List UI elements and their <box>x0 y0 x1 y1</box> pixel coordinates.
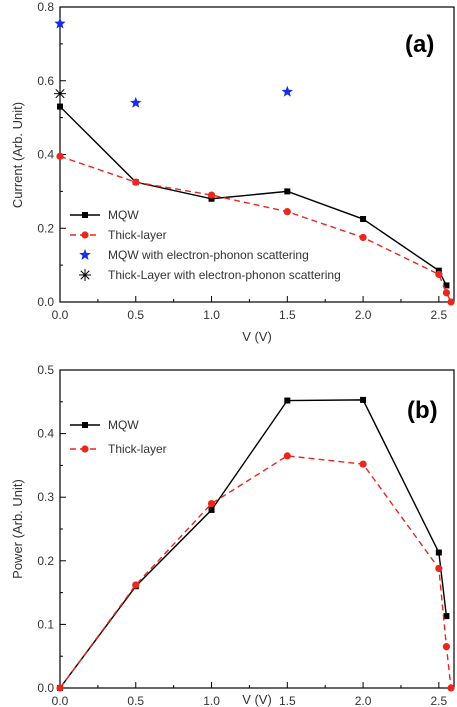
data-point <box>359 233 367 242</box>
data-point <box>281 85 294 97</box>
series-mqw <box>57 396 450 691</box>
panel-a: 0.0 0.5 1.0 1.5 2.0 2.5 0.0 0.2 0.4 0.6 0.8 MQW Thi… <box>10 0 455 344</box>
x-tick-label: 1.0 <box>203 694 220 707</box>
legend-item: MQW with electron-phonon scattering <box>79 248 309 262</box>
data-point <box>81 445 89 453</box>
legend-label: MQW <box>108 208 139 222</box>
x-tick-label: 1.5 <box>279 694 296 707</box>
data-point <box>82 212 88 218</box>
tick-labels: 0.0 0.5 1.0 1.5 2.0 2.5 0.0 0.2 0.4 0.6 0.8 <box>37 0 447 322</box>
data-point <box>132 178 140 186</box>
data-point <box>442 643 451 651</box>
x-tick-label: 0.5 <box>127 694 144 707</box>
x-tick-label: 2.5 <box>431 308 448 322</box>
data-point <box>360 216 367 223</box>
x-tick-label: 0.5 <box>127 308 144 322</box>
legend-item: MQW <box>70 208 139 222</box>
x-tick-label: 2.0 <box>355 308 372 322</box>
panel-label: (a) <box>405 31 434 58</box>
data-point <box>207 499 216 508</box>
data-point <box>54 87 66 100</box>
y-tick-label: 0.4 <box>37 427 54 441</box>
series-layer <box>56 396 455 692</box>
data-point <box>208 506 215 513</box>
series-thick-layer <box>56 452 455 692</box>
data-point <box>132 581 140 589</box>
y-tick-label: 0.2 <box>37 554 54 568</box>
asterisk-stroke <box>80 270 90 280</box>
legend-label: Thick-layer <box>108 442 167 456</box>
asterisk-stroke <box>55 89 65 99</box>
legend-item: MQW <box>70 418 139 432</box>
x-tick-label: 1.0 <box>203 308 220 322</box>
x-axis-label: V (V) <box>242 329 272 344</box>
y-tick-label: 0.8 <box>37 0 54 14</box>
y-axis-label: Current (Arb. Unit) <box>10 102 25 208</box>
data-point <box>447 684 455 692</box>
legend: MQW Thick-layer <box>70 418 167 456</box>
tick-labels: 0.0 0.5 1.0 1.5 2.0 2.5 0.0 0.1 0.2 0.3 0.4 0.5 <box>37 363 447 707</box>
data-point <box>447 298 455 306</box>
data-point <box>359 460 367 468</box>
y-tick-label: 0.5 <box>37 363 54 377</box>
tick-marks <box>59 6 440 303</box>
data-point <box>54 17 66 29</box>
x-tick-label: 0.0 <box>52 694 69 707</box>
series-layer <box>54 17 455 306</box>
series-thick-layer <box>56 152 455 306</box>
data-point <box>283 208 291 216</box>
x-tick-label: 2.5 <box>431 694 448 707</box>
data-point <box>435 267 442 274</box>
x-tick-label: 2.0 <box>355 694 372 707</box>
y-axis-label: Power (Arb. Unit) <box>10 479 25 579</box>
x-tick-label: 1.5 <box>279 308 296 322</box>
data-point <box>284 188 291 195</box>
legend-label: Thick-layer <box>108 228 167 242</box>
panel-b: 0.0 0.5 1.0 1.5 2.0 2.5 0.0 0.1 0.2 0.3 0.4 0.5 MQW… <box>10 363 455 707</box>
data-point <box>442 289 451 297</box>
data-point <box>435 270 443 278</box>
data-point <box>81 231 89 239</box>
data-point <box>283 452 291 460</box>
data-point <box>208 195 215 202</box>
legend-item: Thick-Layer with electron-phonon scatter… <box>79 268 341 282</box>
series-thick-layer-with-electron-phonon-scattering <box>54 87 66 100</box>
data-point <box>130 96 142 108</box>
legend-label: Thick-Layer with electron-phonon scatter… <box>108 268 341 282</box>
data-point <box>56 684 64 692</box>
data-point <box>82 422 88 428</box>
data-point <box>284 397 291 404</box>
data-point <box>360 396 367 403</box>
legend-label: MQW <box>108 418 139 432</box>
legend: MQW Thick-layer MQW with electron-phonon s… <box>70 208 341 282</box>
x-tick-label: 0.0 <box>52 308 69 322</box>
y-tick-label: 0.0 <box>37 295 54 309</box>
series-line <box>59 455 452 689</box>
data-point <box>79 249 91 260</box>
tick-marks <box>59 369 440 689</box>
panel-label: (b) <box>407 397 438 424</box>
data-point <box>443 613 450 620</box>
y-tick-label: 0.4 <box>37 148 54 162</box>
data-point <box>435 564 443 573</box>
data-point <box>56 152 64 160</box>
y-tick-label: 0.0 <box>37 681 54 695</box>
y-tick-label: 0.1 <box>37 617 54 631</box>
data-point <box>443 282 450 289</box>
legend-item: Thick-layer <box>70 228 167 242</box>
legend-label: MQW with electron-phonon scattering <box>108 248 309 262</box>
x-axis-label: V (V) <box>242 692 272 707</box>
y-tick-label: 0.2 <box>37 221 54 235</box>
data-point <box>207 191 216 199</box>
y-tick-label: 0.3 <box>37 490 54 504</box>
legend-item: Thick-layer <box>70 442 167 456</box>
data-point <box>57 103 63 110</box>
series-mqw-with-electron-phonon-scattering <box>54 17 294 108</box>
data-point <box>435 549 442 556</box>
y-tick-label: 0.6 <box>37 74 54 88</box>
data-point <box>79 269 91 281</box>
